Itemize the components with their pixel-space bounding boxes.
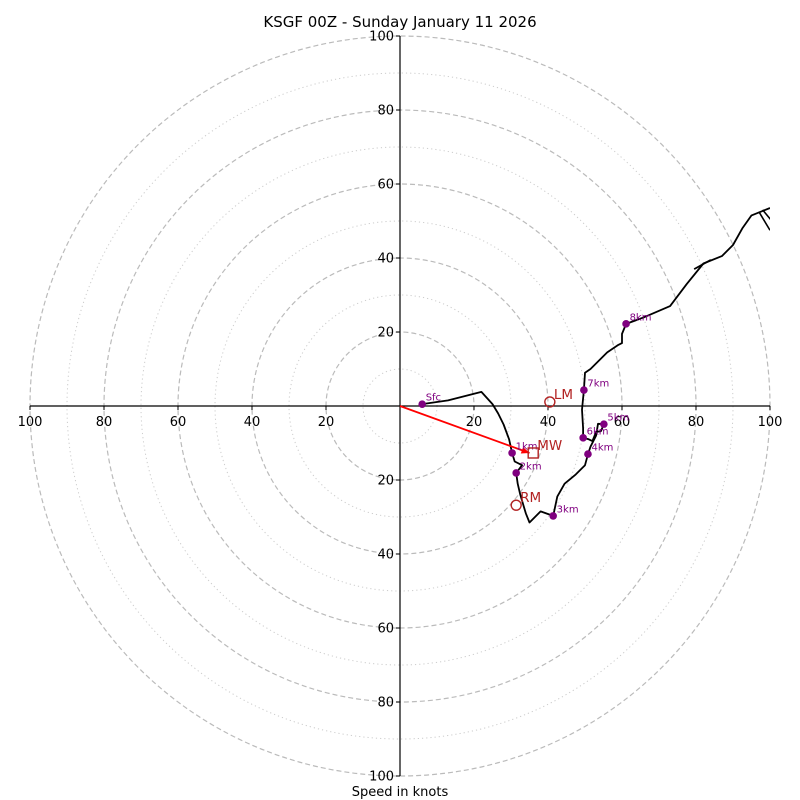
x-tick-label-left-0: 100	[18, 415, 43, 430]
y-tick-label-top-4: 100	[369, 30, 394, 45]
y-tick-label-bottom-0: 20	[377, 474, 394, 489]
height-marker-dot-3km	[549, 512, 557, 520]
height-marker-dot-Sfc	[418, 400, 427, 408]
height-marker-label-5km: 5km	[607, 413, 629, 424]
x-tick-label-right-2: 60	[614, 415, 631, 430]
height-marker-dot-8km	[622, 320, 630, 328]
height-marker-dot-2km	[512, 469, 520, 477]
height-marker-dot-6km	[579, 434, 587, 442]
bunkers-right-label: RM	[520, 490, 541, 506]
mean-wind-marker	[527, 447, 539, 459]
hodograph-trace-layer	[422, 207, 770, 524]
chart-title: KSGF 00Z - Sunday January 11 2026	[263, 13, 536, 31]
bunkers-right-marker	[510, 499, 522, 511]
x-tick-label-left-1: 80	[96, 415, 113, 430]
trace-flag-2	[761, 209, 770, 221]
height-marker-dot-7km	[580, 386, 588, 394]
x-tick-label-left-2: 60	[170, 415, 187, 430]
y-tick-label-top-3: 80	[377, 104, 394, 119]
y-tick-label-top-0: 20	[377, 326, 394, 341]
mean-wind-label: MW	[537, 438, 562, 454]
height-marker-dot-1km	[508, 449, 516, 457]
x-tick-label-right-4: 100	[758, 415, 783, 430]
shear-vector-layer	[399, 405, 530, 454]
y-tick-label-top-2: 60	[377, 178, 394, 193]
storm-motion-markers: LM RM MW	[510, 387, 573, 511]
height-marker-label-1km: 1km	[516, 441, 538, 452]
tick-labels: 100 80 60 40 20 20 40 60 80 100 20 40 60 80 100 20 40 60 8…	[18, 30, 783, 785]
height-marker-dot-4km	[584, 450, 592, 458]
height-marker-label-2km: 2km	[520, 461, 542, 472]
hodograph-trace	[422, 207, 770, 524]
height-marker-label-7km: 7km	[587, 379, 609, 390]
trace-flag-1	[758, 211, 770, 231]
height-marker-label-3km: 3km	[557, 504, 579, 515]
x-tick-label-right-0: 20	[466, 415, 483, 430]
height-marker-dot-5km	[600, 420, 608, 428]
y-tick-label-bottom-1: 40	[377, 548, 394, 563]
x-axis-label: Speed in knots	[352, 785, 449, 800]
x-tick-label-left-3: 40	[244, 415, 261, 430]
y-tick-label-bottom-3: 80	[377, 696, 394, 711]
y-tick-label-top-1: 40	[377, 252, 394, 267]
shear-vector-line	[399, 405, 530, 454]
bunkers-left-label: LM	[554, 387, 573, 403]
height-marker-label-6km: 6km	[587, 426, 609, 437]
y-tick-label-bottom-2: 60	[377, 622, 394, 637]
trace-tick-segment	[693, 259, 712, 270]
y-tick-label-bottom-4: 100	[369, 770, 394, 785]
x-tick-label-left-4: 20	[318, 415, 335, 430]
x-tick-label-right-3: 80	[688, 415, 705, 430]
height-marker-label-Sfc: Sfc	[426, 393, 441, 404]
height-marker-label-8km: 8km	[630, 312, 652, 323]
bunkers-left-marker	[544, 396, 556, 408]
height-markers: Sfc 1km 2km 3km 4km 5km 6km 7km 8km	[418, 312, 652, 520]
height-marker-label-4km: 4km	[591, 443, 613, 454]
shear-vector-arrowhead	[520, 446, 530, 454]
x-tick-label-right-1: 40	[540, 415, 557, 430]
